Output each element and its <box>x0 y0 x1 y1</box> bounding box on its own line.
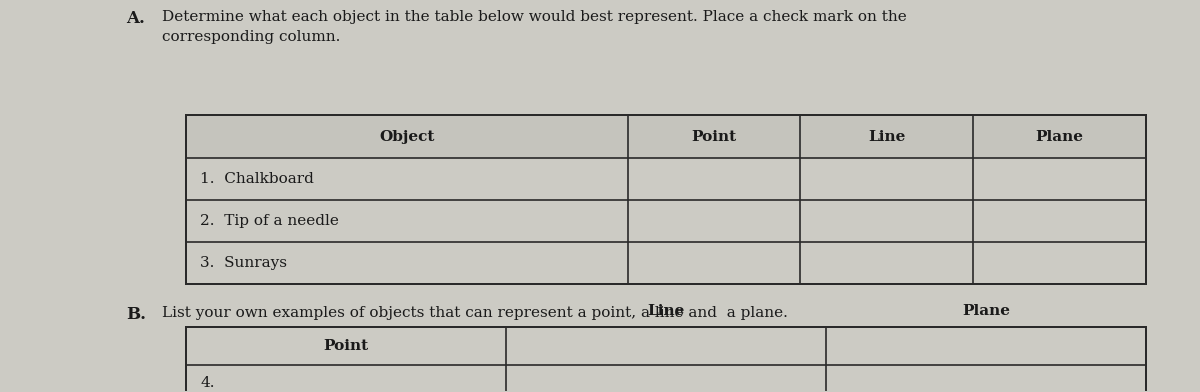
Text: 1.  Chalkboard: 1. Chalkboard <box>200 172 314 186</box>
Text: List your own examples of objects that can represent a point, a line and  a plan: List your own examples of objects that c… <box>162 306 788 320</box>
Text: 3.  Sunrays: 3. Sunrays <box>200 256 288 270</box>
Text: Plane: Plane <box>962 304 1010 318</box>
Text: Determine what each object in the table below would best represent. Place a chec: Determine what each object in the table … <box>162 10 907 44</box>
Text: 2.  Tip of a needle: 2. Tip of a needle <box>200 214 340 228</box>
Bar <box>186 327 1146 392</box>
Text: Point: Point <box>691 129 737 143</box>
Text: A.: A. <box>126 10 145 27</box>
Text: Object: Object <box>379 129 434 143</box>
Bar <box>186 115 1146 284</box>
Text: Plane: Plane <box>1036 129 1084 143</box>
Text: Line: Line <box>868 129 906 143</box>
Text: B.: B. <box>126 306 146 323</box>
Text: Point: Point <box>323 339 368 353</box>
Text: Line: Line <box>647 304 685 318</box>
Bar <box>186 115 1146 158</box>
Text: 4.: 4. <box>200 376 215 390</box>
